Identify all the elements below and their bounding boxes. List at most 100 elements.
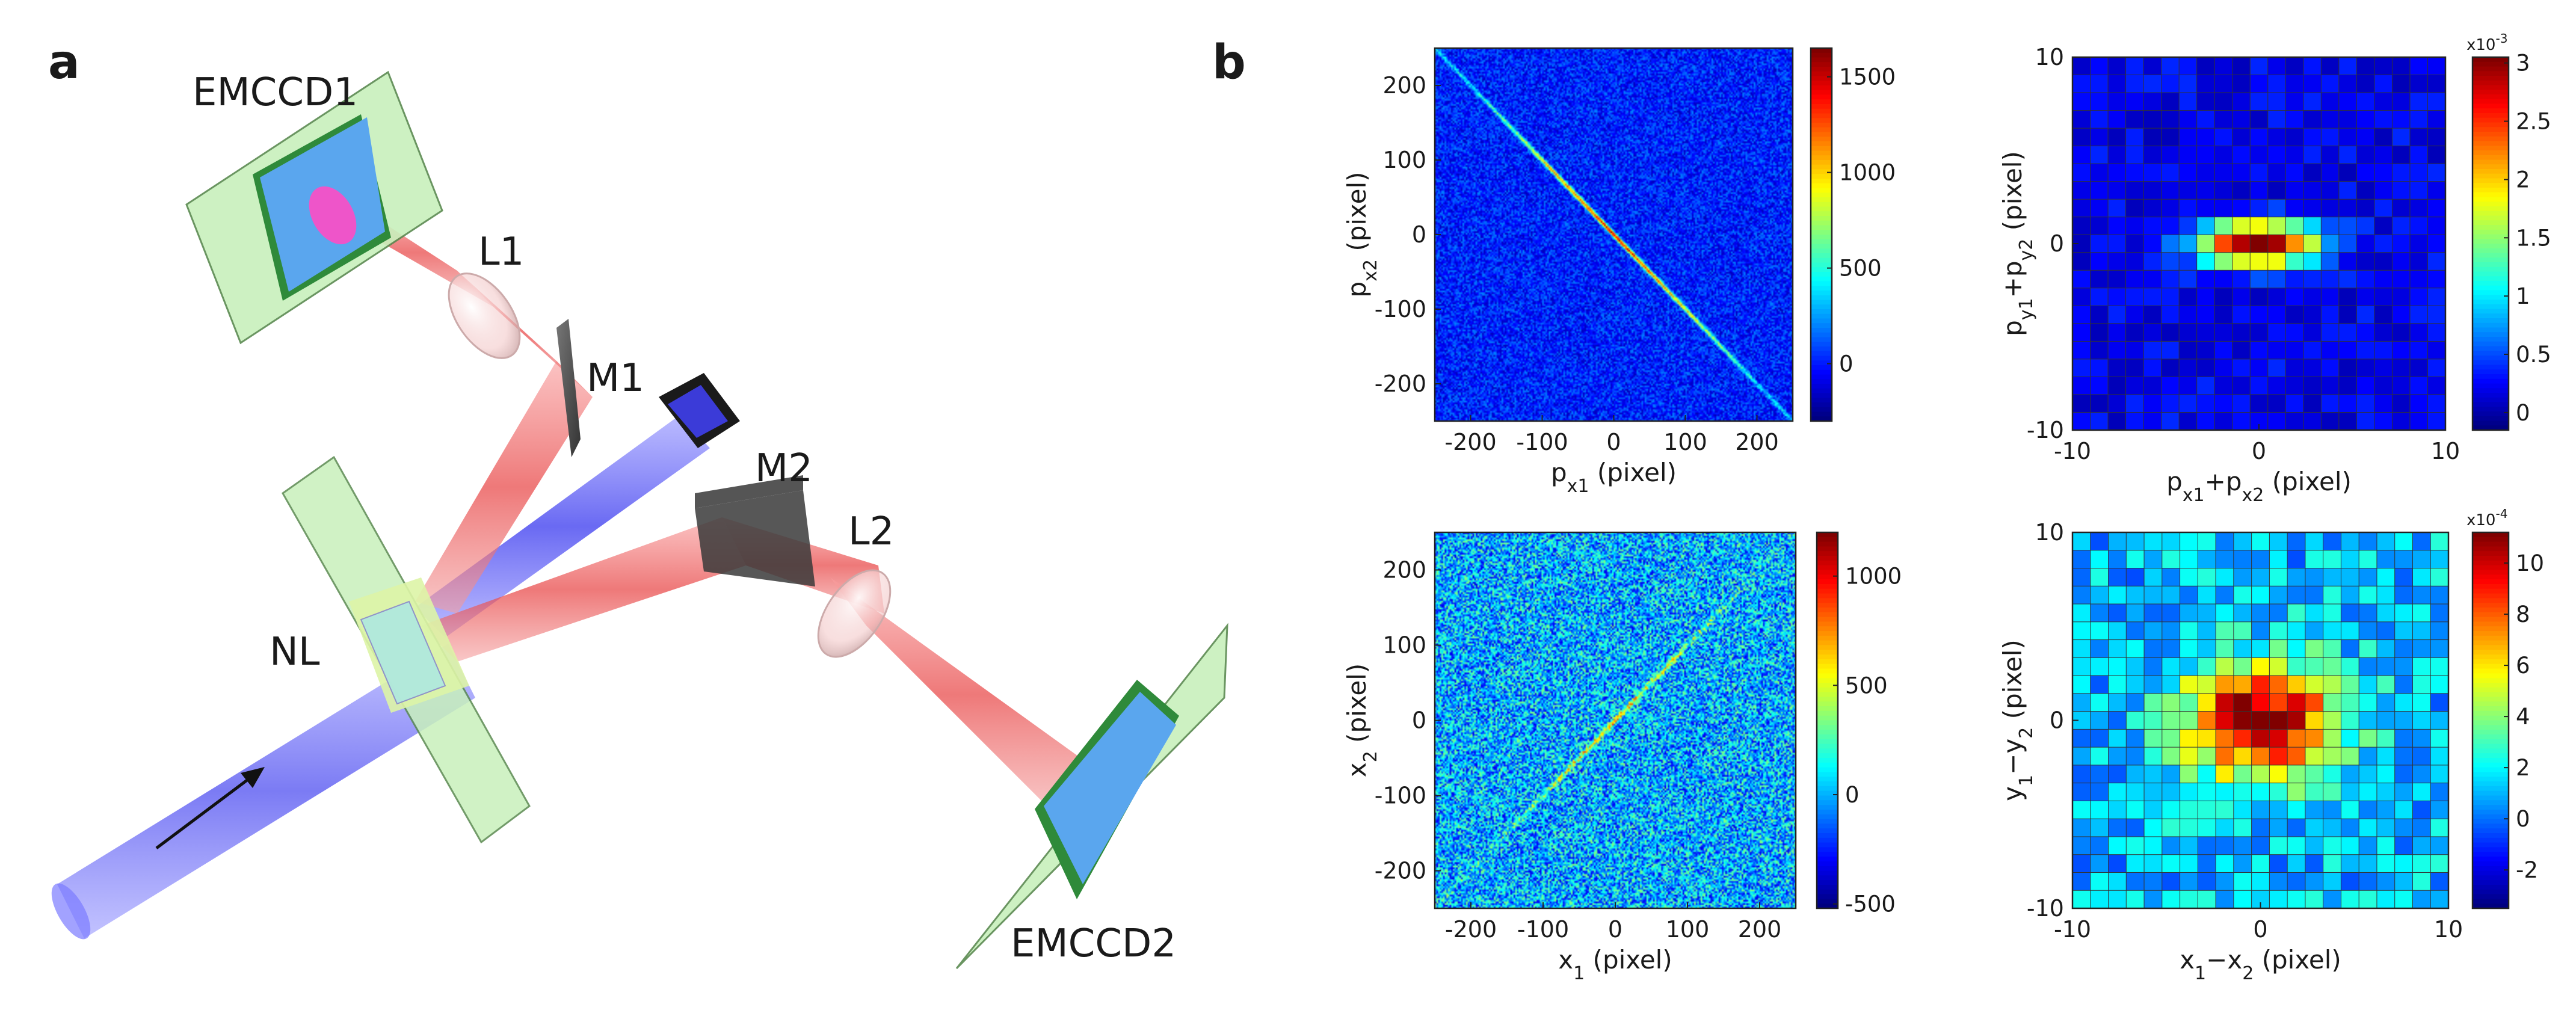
plot3-colorbar-band [1817,692,1838,698]
heatmap-cell [2197,675,2217,694]
heatmap-cell [2285,269,2304,289]
heatmap-cell [2090,711,2109,730]
heatmap-cell [2125,675,2145,694]
heatmap-cell [2409,269,2429,289]
plot2-colorbar-band [2473,304,2509,310]
plot2-colorbar-band [2473,248,2509,254]
plot1-colorbar-band [1811,183,1832,189]
heatmap-cell [2340,783,2360,802]
plot4-colorbar-band [2473,621,2509,627]
plot4-colorbar-band [2473,640,2509,646]
plot3-colorbar-band [1817,884,1838,890]
heatmap-cell [2143,657,2163,677]
heatmap-cell [2251,568,2270,587]
heatmap-cell [2197,585,2217,605]
plot3-colorbar-band [1817,894,1838,900]
plot1-colorbar-band [1811,160,1832,165]
heatmap-cell [2251,765,2270,784]
heatmap-cell [2125,836,2145,855]
heatmap-cell [2197,621,2217,641]
plot1-colorbar-band [1811,104,1832,109]
heatmap-cell [2196,92,2216,111]
plot1-colorbar-band [1811,379,1832,384]
heatmap-cell [2391,252,2411,271]
colorbar-tick-label: 3 [2516,51,2530,76]
plot4-colorbar-band [2473,739,2509,745]
plot3-colorbar-frame [1816,531,1839,910]
colorbar-tick-label: 8 [2516,602,2530,627]
heatmap-cell [2394,568,2414,587]
heatmap-cell [2251,854,2270,873]
heatmap-cell [2394,675,2414,694]
heatmap-cell [2376,836,2396,855]
heatmap-cell [2394,711,2414,730]
heatmap-cell [2072,585,2091,605]
heatmap-cell [2090,181,2109,200]
heatmap-cell [2285,234,2304,253]
heatmap-cell [2412,836,2432,855]
x-tick-label: 200 [1735,429,1779,455]
plot3-colorbar-band [1817,790,1838,796]
colorbar-tick-label: 10 [2516,550,2544,576]
heatmap-cell [2320,359,2340,378]
heatmap-cell [2196,199,2216,218]
y-axis-label: py1+py2 (pixel) [1998,151,2037,336]
heatmap-cell [2251,639,2270,659]
plot1-colorbar-band [1811,108,1832,114]
heatmap-cell [2180,872,2199,891]
heatmap-cell [2125,57,2145,76]
heatmap-cell [2143,836,2163,855]
plot3-colorbar-band [1817,857,1838,862]
heatmap-cell [2090,411,2109,431]
heatmap-cell [2161,199,2180,218]
plot2-colorbar-band [2473,322,2509,328]
heatmap-cell [2305,568,2324,587]
heatmap-cell [2251,585,2270,605]
plot2-colorbar-band [2473,127,2509,132]
plot1-colorbar-band [1811,71,1832,77]
plot4-colorbar-band [2473,583,2509,589]
heatmap-cell [2090,585,2109,605]
plot2-colorbar-band [2473,132,2509,137]
heatmap-cell [2409,359,2429,378]
heatmap-cell [2215,550,2234,569]
heatmap-cell [2107,323,2127,342]
heatmap-cell [2178,199,2198,218]
heatmap-cell [2287,603,2306,623]
heatmap-cell [2108,532,2127,551]
heatmap-cell [2143,234,2162,253]
heatmap-cell [2358,800,2377,820]
plot4-colorbar-band [2473,842,2509,848]
heatmap-cell [2143,872,2163,891]
heatmap-cell [2215,783,2234,802]
heatmap-cell [2107,340,2127,360]
heatmap-cell [2287,711,2306,730]
plot4-colorbar-band [2473,767,2509,773]
heatmap-cell [2374,323,2393,342]
heatmap-cell [2215,728,2234,748]
heatmap-cell [2090,783,2109,802]
plot1-colorbar-band [1811,206,1832,212]
heatmap-cell [2303,110,2322,129]
heatmap-cell [2108,550,2127,569]
heatmap-cell [2162,854,2181,873]
heatmap-cell [2143,57,2162,76]
heatmap-cell [2323,585,2342,605]
heatmap-cell [2232,376,2251,395]
heatmap-cell [2427,199,2446,218]
plot1-colorbar-band [1811,52,1832,58]
heatmap-cell [2108,711,2127,730]
heatmap-cell [2090,252,2109,271]
heatmap-cell [2197,854,2217,873]
plot3-colorbar-band [1817,805,1838,810]
x-tick-label: 200 [1738,916,1782,943]
heatmap-cell [2376,890,2396,909]
heatmap-cell [2143,75,2162,94]
heatmap-cell [2178,269,2198,289]
heatmap-cell [2409,411,2429,431]
plot4-colorbar-band [2473,884,2509,890]
heatmap-cell [2358,550,2377,569]
plot1-colorbar-band [1811,155,1832,161]
plot1-colorbar-band [1811,346,1832,352]
heatmap-cell [2427,376,2446,395]
